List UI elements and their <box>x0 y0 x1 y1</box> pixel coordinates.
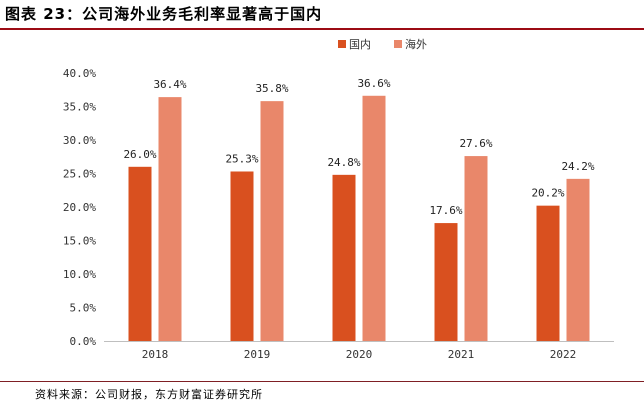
y-tick-label: 0.0% <box>70 335 97 348</box>
data-label: 36.6% <box>357 77 390 90</box>
overseas-bar-2022 <box>566 178 590 341</box>
overseas-bar-2021 <box>464 156 488 341</box>
domestic-bar-2020 <box>332 174 356 341</box>
x-tick-label: 2021 <box>448 348 475 361</box>
legend-swatch-overseas <box>394 40 402 48</box>
x-tick-label: 2020 <box>346 348 373 361</box>
chart-title: 图表 23：公司海外业务毛利率显著高于国内 <box>5 5 323 23</box>
legend-label: 海外 <box>405 37 427 51</box>
domestic-bar-2022 <box>536 205 560 341</box>
y-tick-label: 20.0% <box>63 201 96 214</box>
source-divider <box>0 381 644 382</box>
y-tick-label: 35.0% <box>63 101 96 114</box>
overseas-bar-2019 <box>260 101 284 341</box>
data-label: 17.6% <box>429 204 462 217</box>
domestic-bar-2019 <box>230 171 254 341</box>
overseas-bar-2018 <box>158 97 182 342</box>
data-label: 35.8% <box>255 82 288 95</box>
data-label: 36.4% <box>153 78 186 91</box>
source-note: 资料来源：公司财报，东方财富证券研究所 <box>35 388 263 401</box>
data-label: 27.6% <box>459 137 492 150</box>
domestic-bar-2021 <box>434 223 458 341</box>
y-tick-label: 40.0% <box>63 67 96 80</box>
y-tick-label: 15.0% <box>63 235 96 248</box>
x-tick-label: 2018 <box>142 348 169 361</box>
legend-swatch-domestic <box>338 40 346 48</box>
title-divider <box>0 28 644 30</box>
y-tick-label: 30.0% <box>63 134 96 147</box>
y-tick-label: 10.0% <box>63 268 96 281</box>
bar-chart: 0.0% 5.0% 10.0% 15.0% 20.0% 25.0% 30.0% 35.0% 40… <box>63 37 614 361</box>
x-tick-label: 2019 <box>244 348 271 361</box>
x-tick-label: 2022 <box>550 348 577 361</box>
overseas-bar-2020 <box>362 95 386 341</box>
data-label: 24.2% <box>561 160 594 173</box>
data-label: 25.3% <box>225 152 258 165</box>
data-label: 20.2% <box>531 187 564 200</box>
data-label: 24.8% <box>327 156 360 169</box>
y-tick-label: 5.0% <box>70 302 97 315</box>
y-tick-label: 25.0% <box>63 168 96 181</box>
domestic-bar-2018 <box>128 166 152 341</box>
legend-label: 国内 <box>349 37 371 51</box>
data-label: 26.0% <box>123 148 156 161</box>
